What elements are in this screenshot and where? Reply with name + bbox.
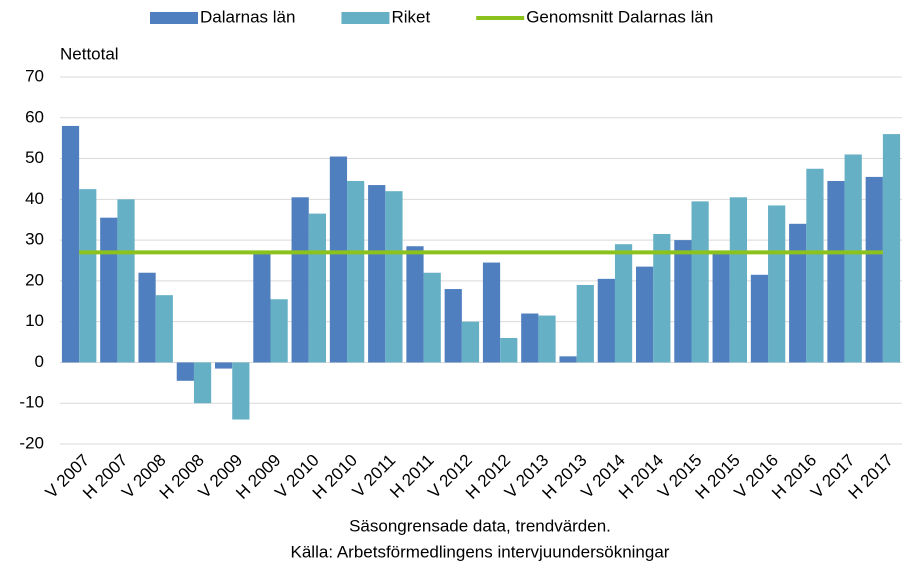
bar (500, 337, 518, 363)
y-tick-label: 60 (25, 107, 44, 126)
bar (117, 199, 135, 363)
bar (79, 189, 97, 363)
bar (636, 266, 654, 363)
bar (368, 185, 386, 363)
bar (444, 289, 462, 363)
bar (461, 321, 480, 363)
bar (423, 272, 441, 363)
bar (329, 156, 348, 363)
y-tick-label: 40 (25, 189, 44, 208)
y-tick-label: 0 (35, 352, 44, 371)
bar (253, 252, 271, 363)
bar (827, 180, 845, 363)
bar (155, 295, 173, 363)
bar (712, 252, 730, 363)
bar (806, 168, 824, 363)
bar (865, 176, 883, 363)
y-axis-label: Nettotal (60, 44, 119, 63)
y-tick-label: 30 (25, 230, 44, 249)
bar (844, 154, 862, 363)
bar (385, 191, 403, 363)
legend-swatch (341, 12, 390, 24)
legend-label: Dalarnas län (200, 7, 295, 26)
note: Källa: Arbetsförmedlingens intervjuunder… (291, 542, 670, 561)
bar (729, 197, 747, 363)
legend-label: Genomsnitt Dalarnas län (526, 7, 713, 26)
bar (614, 244, 633, 363)
bar (538, 315, 556, 363)
bar (674, 240, 692, 363)
bar (347, 180, 365, 363)
note: Säsongrensade data, trendvärden. (349, 516, 611, 535)
bar (597, 278, 615, 363)
bar (308, 213, 326, 363)
bar (691, 201, 709, 363)
legend-label: Riket (391, 7, 430, 26)
bar (521, 313, 539, 363)
bar (215, 362, 233, 369)
y-tick-label: -20 (19, 433, 44, 452)
y-tick-label: 70 (25, 66, 44, 85)
bar (653, 233, 671, 363)
y-tick-label: 10 (25, 311, 44, 330)
bar (100, 217, 118, 363)
bar (482, 262, 501, 363)
bar (291, 197, 309, 363)
y-tick-label: 50 (25, 148, 44, 167)
bar (768, 205, 786, 363)
bar (61, 125, 80, 363)
bar (750, 274, 769, 363)
bar (559, 356, 577, 363)
bar (176, 362, 194, 381)
bar (576, 284, 594, 363)
y-tick-label: -10 (19, 393, 44, 412)
y-tick-label: 20 (25, 270, 44, 289)
bar (193, 362, 212, 404)
bar (406, 246, 424, 363)
bar (138, 272, 156, 363)
bar (789, 223, 807, 363)
bar (232, 362, 250, 420)
bar (882, 134, 901, 363)
bar (270, 299, 288, 363)
legend-swatch (150, 12, 198, 24)
